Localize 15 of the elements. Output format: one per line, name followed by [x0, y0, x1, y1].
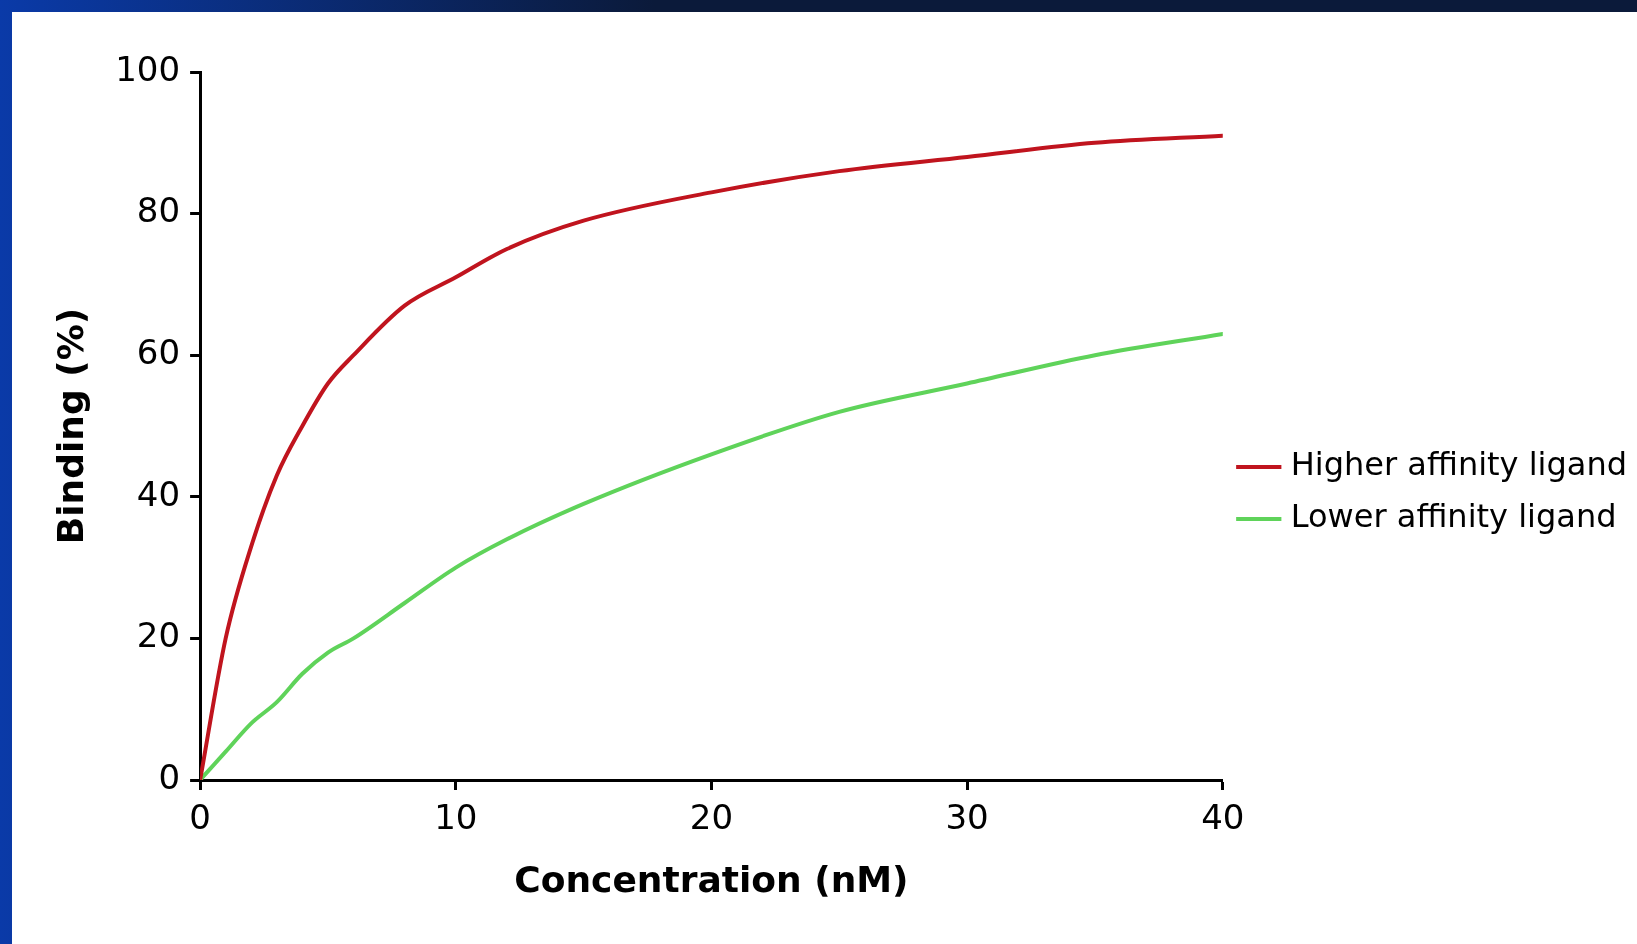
x-tick-label: 20 — [689, 797, 734, 838]
y-tick-label: 100 — [115, 48, 181, 89]
y-tick-label: 80 — [136, 190, 181, 231]
y-axis-title: Binding (%) — [49, 307, 91, 545]
legend-label: Lower affinity ligand — [1290, 497, 1617, 536]
legend-label: Higher affinity ligand — [1290, 445, 1627, 484]
x-tick-label: 0 — [189, 797, 211, 838]
x-tick-label: 40 — [1201, 797, 1245, 838]
y-tick-label: 60 — [136, 332, 181, 373]
x-axis-title: Concentration (nM) — [514, 858, 909, 900]
y-tick-label: 20 — [136, 615, 181, 656]
y-tick-label: 40 — [136, 473, 181, 514]
x-tick-label: 10 — [434, 797, 478, 838]
x-tick-label: 30 — [945, 797, 989, 838]
y-tick-label: 0 — [158, 756, 181, 797]
